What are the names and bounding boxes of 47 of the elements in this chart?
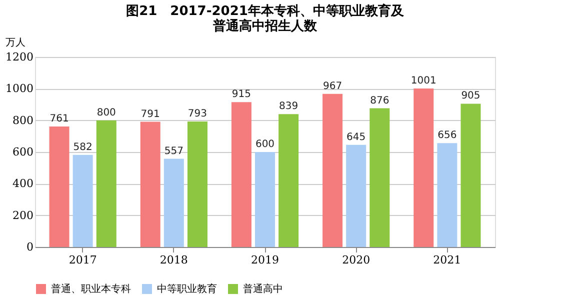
bar: [346, 144, 366, 247]
y-tick-label: 0: [26, 240, 34, 254]
y-tick-label: 200: [12, 208, 34, 222]
x-tick-label: 2018: [160, 254, 188, 266]
bar: [140, 122, 160, 247]
y-axis-title: 万人: [6, 38, 26, 48]
bar: [49, 126, 70, 247]
bar: [96, 120, 116, 247]
data-label: 582: [73, 142, 92, 153]
x-tick-label: 2021: [433, 254, 462, 266]
bar: [187, 121, 208, 247]
y-tick-label: 1000: [6, 82, 34, 96]
bar: [460, 104, 481, 247]
data-label: 793: [188, 108, 208, 120]
legend-label: 普通高中: [243, 283, 283, 295]
data-label: 600: [255, 139, 275, 150]
data-label: 915: [232, 89, 251, 100]
y-tick-label: 1200: [6, 50, 34, 64]
legend-label: 中等职业教育: [157, 283, 217, 295]
bar: [414, 88, 434, 247]
bar: [322, 94, 343, 247]
data-label: 967: [322, 80, 342, 92]
data-label: 876: [370, 95, 390, 106]
data-label: 645: [346, 132, 366, 143]
y-tick-label: 800: [12, 114, 34, 127]
bar: [72, 154, 93, 247]
data-label: 839: [279, 101, 298, 112]
x-tick-label: 2017: [68, 254, 97, 266]
data-label: 761: [50, 114, 69, 125]
bar: [370, 108, 390, 247]
x-tick-label: 2020: [342, 254, 370, 266]
bar: [164, 158, 184, 247]
data-label: 800: [96, 107, 116, 118]
y-tick-label: 600: [12, 146, 34, 158]
data-label: 905: [461, 90, 480, 102]
data-label: 557: [164, 146, 184, 157]
bar: [437, 143, 458, 247]
y-tick-label: 400: [12, 177, 34, 190]
bar: [231, 102, 252, 247]
data-label: 656: [438, 130, 457, 142]
bar: [278, 114, 299, 247]
x-tick-label: 2019: [251, 254, 279, 266]
data-label: 791: [140, 108, 160, 120]
chart-title: 图21 2017-2021年本专科、中等职业教育及普通高中招生人数: [126, 3, 405, 34]
bar: [255, 152, 275, 247]
legend-label: 普通、职业本专科: [51, 283, 131, 295]
data-label: 1001: [410, 76, 436, 87]
